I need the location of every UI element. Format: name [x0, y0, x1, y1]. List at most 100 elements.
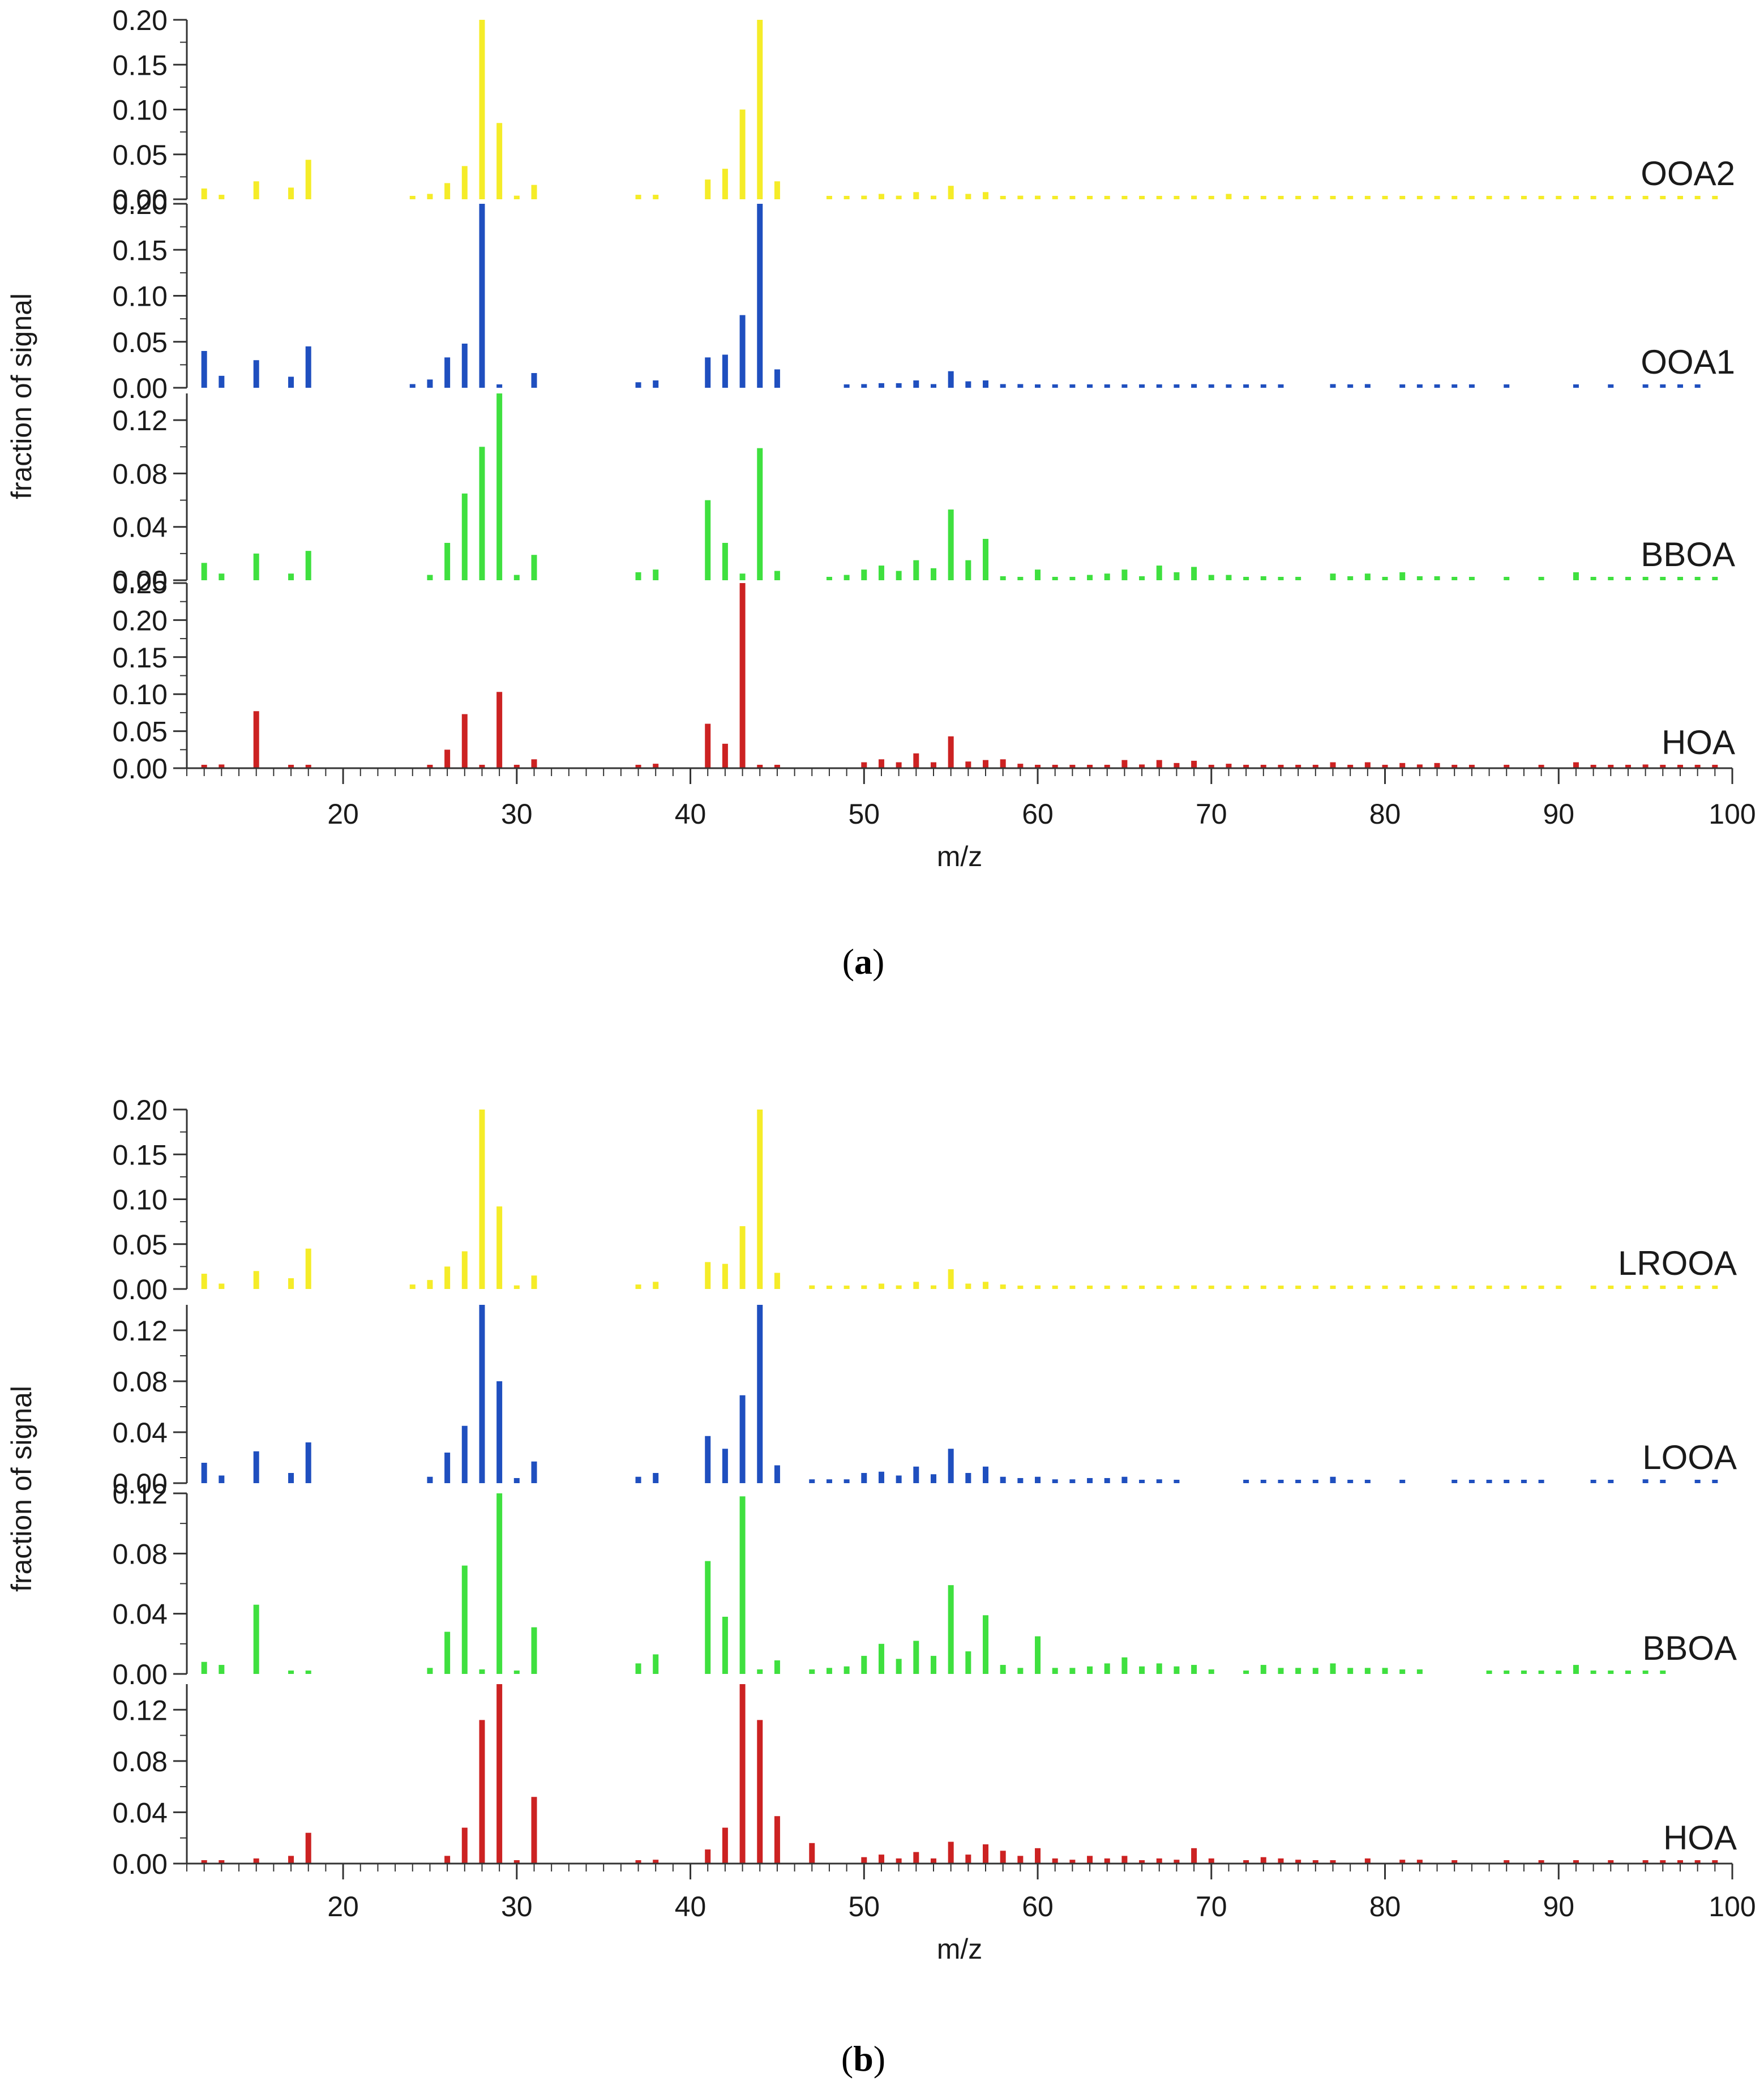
y-tick-label: 0.08 — [113, 1746, 168, 1778]
bar-mz-54 — [930, 1474, 936, 1483]
bar-mz-83 — [1434, 576, 1440, 580]
bar-mz-68 — [1174, 763, 1180, 768]
bar-mz-52 — [896, 1858, 902, 1864]
bar-mz-56 — [965, 1855, 971, 1864]
bar-mz-67 — [1156, 1479, 1162, 1483]
bar-mz-98 — [1694, 1286, 1701, 1289]
bar-mz-58 — [1000, 1851, 1006, 1864]
bar-mz-78 — [1347, 1480, 1354, 1483]
bar-mz-42 — [722, 1827, 728, 1864]
bar-mz-87 — [1504, 1286, 1510, 1289]
bar-mz-72 — [1243, 1480, 1249, 1483]
bar-mz-60 — [1035, 1476, 1041, 1483]
bar-mz-29 — [496, 1381, 503, 1483]
bar-mz-92 — [1590, 1480, 1596, 1483]
bar-mz-68 — [1174, 572, 1180, 580]
bar-mz-54 — [930, 384, 936, 388]
bar-mz-60 — [1035, 569, 1041, 580]
bar-mz-70 — [1208, 384, 1214, 388]
bar-mz-31 — [531, 373, 537, 388]
bar-mz-75 — [1295, 1480, 1301, 1483]
bar-mz-82 — [1416, 576, 1423, 580]
bar-mz-57 — [983, 1844, 989, 1864]
bar-mz-78 — [1347, 1668, 1354, 1674]
bar-mz-92 — [1590, 1671, 1596, 1674]
bar-mz-92 — [1590, 196, 1596, 199]
bar-mz-17 — [288, 573, 294, 580]
bar-mz-74 — [1278, 1480, 1284, 1483]
caption-letter: a — [854, 941, 872, 982]
x-axis-title: m/z — [937, 1933, 983, 1965]
bar-mz-50 — [861, 569, 867, 580]
bar-mz-15 — [253, 711, 259, 768]
bar-mz-29 — [496, 123, 503, 199]
bar-mz-13 — [219, 573, 225, 580]
bar-mz-76 — [1312, 1480, 1318, 1483]
bar-mz-78 — [1347, 765, 1354, 768]
bar-mz-84 — [1452, 1860, 1458, 1864]
bar-mz-54 — [930, 568, 936, 580]
bar-mz-63 — [1087, 765, 1093, 768]
bar-mz-43 — [739, 315, 746, 388]
bar-mz-27 — [461, 166, 468, 199]
bar-mz-95 — [1642, 196, 1649, 199]
bar-mz-31 — [531, 1797, 537, 1864]
bar-mz-89 — [1538, 1480, 1544, 1483]
bar-mz-80 — [1382, 196, 1388, 199]
bar-mz-12 — [201, 1274, 207, 1289]
bar-mz-44 — [757, 1720, 763, 1864]
bar-mz-55 — [948, 1449, 954, 1483]
bar-mz-58 — [1000, 1476, 1006, 1483]
x-tick-label: 40 — [675, 798, 707, 830]
bar-mz-63 — [1087, 1856, 1093, 1864]
bar-mz-25 — [427, 575, 433, 580]
bar-mz-50 — [861, 1473, 867, 1483]
factor-label: LOOA — [1642, 1438, 1737, 1476]
bar-mz-42 — [722, 169, 728, 199]
bar-mz-61 — [1052, 1479, 1058, 1483]
bar-mz-42 — [722, 354, 728, 388]
bar-mz-31 — [531, 185, 537, 199]
bar-mz-98 — [1694, 384, 1701, 388]
bar-mz-43 — [739, 109, 746, 199]
x-tick-label: 20 — [327, 798, 359, 830]
bar-mz-18 — [305, 1671, 311, 1674]
bar-mz-41 — [705, 1561, 711, 1674]
bar-mz-64 — [1104, 765, 1110, 768]
bar-mz-26 — [444, 1266, 451, 1289]
bar-mz-59 — [1017, 384, 1024, 388]
y-tick-label: 0.08 — [113, 458, 168, 490]
bar-mz-79 — [1364, 384, 1371, 388]
bar-mz-86 — [1486, 1671, 1492, 1674]
bar-mz-45 — [774, 1465, 780, 1483]
bar-mz-99 — [1712, 1480, 1718, 1483]
bar-mz-66 — [1139, 1480, 1145, 1483]
bar-mz-57 — [983, 1282, 989, 1289]
x-tick-label: 20 — [327, 1891, 359, 1922]
bar-mz-77 — [1330, 1286, 1336, 1289]
bar-mz-82 — [1416, 764, 1423, 768]
bar-mz-87 — [1504, 384, 1510, 388]
bar-mz-30 — [513, 1478, 520, 1483]
bar-mz-82 — [1416, 1860, 1423, 1864]
bar-mz-87 — [1504, 577, 1510, 580]
bar-mz-90 — [1556, 196, 1562, 199]
bar-mz-54 — [930, 1285, 936, 1289]
bar-mz-89 — [1538, 196, 1544, 199]
bar-mz-56 — [965, 1283, 971, 1289]
bar-mz-82 — [1416, 1669, 1423, 1674]
bar-mz-73 — [1260, 1857, 1266, 1864]
bar-mz-59 — [1017, 1668, 1024, 1674]
y-tick-label: 0.20 — [113, 5, 168, 36]
y-tick-label: 0.04 — [113, 512, 168, 543]
factor-label: OOA2 — [1641, 155, 1735, 192]
factor-label: BBOA — [1641, 536, 1735, 573]
bar-mz-77 — [1330, 196, 1336, 199]
bar-mz-61 — [1052, 384, 1058, 388]
x-axis: 20 30 40 50 60 70 80 90 100 — [186, 767, 1756, 830]
bar-mz-67 — [1156, 1663, 1162, 1674]
bar-mz-58 — [1000, 1284, 1006, 1289]
bar-mz-63 — [1087, 1286, 1093, 1289]
bar-mz-38 — [653, 380, 659, 388]
bar-mz-82 — [1416, 1286, 1423, 1289]
